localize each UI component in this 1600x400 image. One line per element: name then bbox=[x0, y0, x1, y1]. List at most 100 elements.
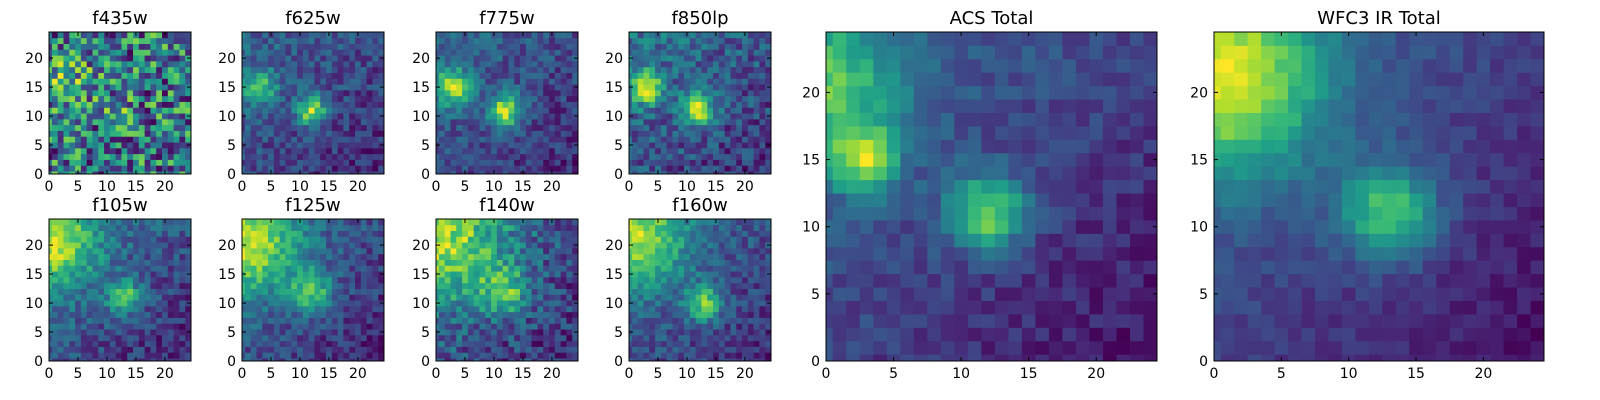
heatmap-cell bbox=[742, 142, 749, 149]
heatmap-cell bbox=[631, 311, 639, 318]
heatmap-cell bbox=[707, 60, 714, 68]
heatmap-cell bbox=[242, 124, 246, 131]
heatmap-cell bbox=[479, 242, 486, 249]
heatmap-cell bbox=[759, 37, 766, 44]
heatmap-cell bbox=[724, 305, 731, 313]
heatmap-cell bbox=[572, 265, 579, 272]
heatmap-cell bbox=[80, 276, 88, 284]
heatmap-cell bbox=[549, 159, 556, 166]
heatmap-cell bbox=[566, 276, 573, 284]
heatmap-cell bbox=[173, 219, 180, 226]
heatmap-cell bbox=[467, 271, 475, 278]
heatmap-cell bbox=[104, 147, 111, 155]
heatmap-cell bbox=[444, 282, 451, 289]
heatmap-cell bbox=[144, 72, 151, 79]
heatmap-cell bbox=[156, 352, 163, 359]
heatmap-cell bbox=[462, 329, 469, 336]
heatmap-cell bbox=[343, 37, 350, 44]
heatmap-cell bbox=[92, 311, 99, 318]
heatmap-cell bbox=[173, 329, 180, 336]
heatmap-cell bbox=[438, 271, 446, 278]
heatmap-cell bbox=[104, 259, 111, 266]
heatmap-cell bbox=[462, 294, 469, 301]
heatmap-cell bbox=[92, 171, 99, 175]
heatmap-cell bbox=[133, 305, 140, 313]
heatmap-cell bbox=[320, 49, 327, 56]
heatmap-cell bbox=[156, 60, 163, 68]
heatmap-cell bbox=[75, 300, 82, 307]
heatmap-cell bbox=[436, 124, 440, 131]
heatmap-cell bbox=[343, 89, 350, 97]
heatmap-cell bbox=[343, 43, 350, 50]
heatmap-cell bbox=[747, 300, 755, 307]
heatmap-cell bbox=[718, 294, 726, 301]
heatmap-cell bbox=[444, 230, 451, 237]
heatmap-cell bbox=[753, 89, 760, 97]
heatmap-cell bbox=[629, 276, 633, 284]
heatmap-cell bbox=[438, 37, 446, 44]
heatmap-cell bbox=[436, 276, 440, 284]
heatmap-cell bbox=[520, 72, 527, 79]
heatmap-cell bbox=[173, 352, 180, 359]
axes-frame bbox=[628, 31, 772, 175]
heatmap-cell bbox=[291, 142, 298, 149]
heatmap-cell bbox=[672, 101, 679, 108]
heatmap-cell bbox=[156, 265, 163, 272]
heatmap-cell bbox=[543, 300, 550, 307]
heatmap-cell bbox=[525, 37, 533, 44]
heatmap-cell bbox=[308, 95, 315, 102]
heatmap-cell bbox=[491, 317, 498, 324]
heatmap-cell bbox=[366, 317, 373, 324]
heatmap-cell bbox=[543, 49, 550, 56]
heatmap-cell bbox=[525, 311, 533, 318]
heatmap-cell bbox=[502, 294, 509, 301]
heatmap-cell bbox=[291, 124, 298, 131]
heatmap-cell bbox=[179, 84, 186, 91]
heatmap-cell bbox=[560, 247, 567, 255]
heatmap-cell bbox=[759, 305, 766, 313]
heatmap-cell bbox=[109, 236, 117, 243]
heatmap-cell bbox=[508, 32, 515, 39]
heatmap-cell bbox=[104, 317, 111, 324]
heatmap-cell bbox=[742, 282, 749, 289]
heatmap-cell bbox=[115, 130, 122, 137]
heatmap-cell bbox=[438, 153, 446, 160]
heatmap-cell bbox=[343, 282, 350, 289]
heatmap-cell bbox=[531, 224, 538, 231]
heatmap-cell bbox=[80, 147, 88, 155]
heatmap-cell bbox=[314, 165, 321, 172]
heatmap-cell bbox=[115, 300, 122, 307]
heatmap-cell bbox=[491, 288, 498, 295]
heatmap-cell bbox=[485, 253, 492, 260]
heatmap-cell bbox=[496, 323, 504, 330]
heatmap-cell bbox=[104, 305, 111, 313]
heatmap-cell bbox=[543, 32, 550, 39]
heatmap-cell bbox=[444, 271, 451, 278]
heatmap-cell bbox=[297, 113, 304, 120]
heatmap-cell bbox=[496, 259, 504, 266]
heatmap-cell bbox=[444, 89, 451, 97]
heatmap-cell bbox=[80, 95, 88, 102]
heatmap-cell bbox=[629, 107, 633, 114]
heatmap-cell bbox=[63, 340, 70, 347]
heatmap-cell bbox=[98, 334, 105, 342]
heatmap-cell bbox=[331, 118, 339, 126]
heatmap-cell bbox=[144, 101, 151, 108]
heatmap-cell bbox=[713, 72, 720, 79]
heatmap-cell bbox=[444, 329, 451, 336]
heatmap-cell bbox=[92, 72, 99, 79]
heatmap-cell bbox=[121, 294, 128, 301]
heatmap-cell bbox=[462, 265, 469, 272]
heatmap-cell bbox=[473, 230, 480, 237]
heatmap-cell bbox=[689, 136, 697, 143]
heatmap-cell bbox=[549, 294, 556, 301]
heatmap-cell bbox=[672, 329, 679, 336]
heatmap-cell bbox=[730, 49, 737, 56]
heatmap-cell bbox=[63, 113, 70, 120]
x-tick-label: 5 bbox=[654, 179, 663, 195]
heatmap-cell bbox=[713, 317, 720, 324]
heatmap-cell bbox=[185, 311, 192, 318]
heatmap-cell bbox=[285, 43, 292, 50]
heatmap-cell bbox=[268, 334, 275, 342]
heatmap-cell bbox=[707, 66, 714, 73]
